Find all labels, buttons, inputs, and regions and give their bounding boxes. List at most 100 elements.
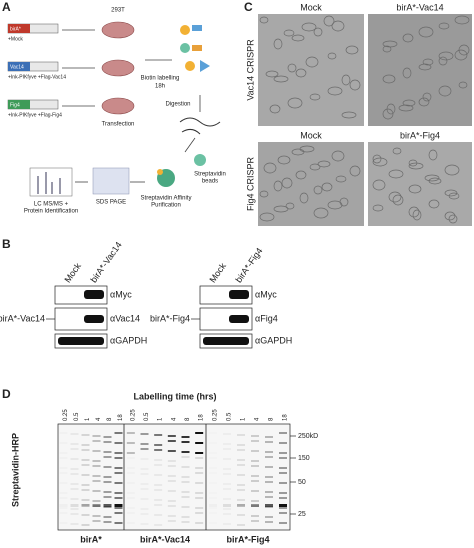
- band: [251, 465, 259, 467]
- band: [114, 472, 123, 474]
- cell-outline: [331, 20, 345, 32]
- construct-label: +Ink-PIKfyve +Flag-Vac14: [8, 74, 66, 80]
- antibody-label: αGAPDH: [110, 335, 147, 345]
- y-label: Streptavidin-HRP: [10, 433, 20, 507]
- band: [114, 442, 123, 444]
- band: [81, 499, 90, 501]
- band: [279, 492, 287, 494]
- step-label: Streptavidin Affinity: [141, 196, 192, 202]
- band: [195, 497, 204, 499]
- band: [140, 473, 149, 475]
- step-label: LC MS/MS +: [34, 202, 69, 208]
- band: [251, 520, 259, 522]
- band: [70, 473, 79, 475]
- cell-outline: [323, 15, 335, 27]
- band: [181, 481, 190, 483]
- band: [167, 520, 176, 522]
- step-label: beads: [202, 179, 218, 185]
- column-label: Mock: [300, 2, 322, 12]
- band: [223, 458, 231, 460]
- band: [279, 432, 287, 434]
- band: [103, 436, 112, 438]
- cell-outline: [386, 103, 396, 115]
- lane-label: Mock: [207, 261, 228, 285]
- construct-tag-box: [8, 24, 30, 33]
- band: [140, 513, 149, 515]
- cell-outline: [418, 97, 430, 107]
- cell-outline: [291, 148, 305, 156]
- band-label: birA*-Fig4: [150, 313, 190, 323]
- band: [209, 512, 217, 514]
- band: [237, 499, 245, 501]
- band: [209, 467, 217, 469]
- band: [251, 475, 259, 477]
- band: [70, 488, 79, 490]
- band: [237, 464, 245, 466]
- band: [154, 514, 163, 516]
- band: [92, 504, 101, 507]
- band: [237, 489, 245, 491]
- band: [195, 467, 204, 469]
- band: [114, 492, 123, 494]
- band: [140, 488, 149, 490]
- cell-outline: [438, 51, 454, 61]
- cell-outline: [349, 79, 361, 91]
- cell-outline: [287, 63, 297, 73]
- band: [140, 458, 149, 460]
- band: [251, 460, 259, 462]
- band: [167, 435, 176, 437]
- cell-outline: [259, 190, 269, 198]
- band: [209, 452, 217, 454]
- antibody-label: αVac14: [110, 313, 140, 323]
- band: [60, 467, 68, 469]
- cell-outline: [287, 97, 303, 109]
- time-label: 0.5: [74, 412, 80, 421]
- cell-outline: [454, 15, 470, 25]
- band: [209, 457, 217, 459]
- band: [114, 507, 123, 509]
- band: [140, 483, 149, 485]
- step-label: Digestion: [165, 102, 190, 108]
- panel-letter: B: [2, 237, 11, 251]
- band: [279, 497, 287, 499]
- band: [237, 504, 245, 506]
- micrograph-texture: [259, 15, 470, 224]
- band: [167, 480, 176, 482]
- band: [167, 490, 176, 492]
- band: [181, 496, 190, 498]
- cell-outline: [392, 147, 402, 155]
- band: [265, 521, 273, 523]
- band: [167, 505, 176, 507]
- band: [279, 522, 287, 524]
- panel-letter: A: [2, 0, 11, 14]
- marker-label: 50: [298, 479, 306, 486]
- cell-outline: [402, 33, 414, 43]
- band: [81, 484, 90, 486]
- cell-outline: [428, 149, 438, 161]
- cell-outline: [295, 170, 307, 180]
- band: [81, 434, 90, 436]
- band-label: birA*-Vac14: [0, 313, 45, 323]
- band: [223, 443, 231, 445]
- cell-outline: [341, 111, 357, 119]
- band: [154, 484, 163, 486]
- panel-letter: C: [244, 0, 253, 14]
- band: [265, 466, 273, 468]
- panel-letter: D: [2, 387, 11, 401]
- cell-outline: [438, 85, 452, 97]
- band: [70, 433, 79, 435]
- band: [223, 448, 231, 450]
- band: [103, 456, 112, 458]
- streptavidin-bands: [60, 432, 287, 526]
- band: [60, 522, 68, 524]
- cell-outline: [382, 74, 396, 84]
- band: [265, 504, 273, 507]
- cell-outline: [285, 202, 295, 210]
- step-label: Protein Identification: [24, 209, 78, 215]
- band: [92, 450, 101, 452]
- cell-line: 293T: [111, 8, 125, 14]
- band: [81, 449, 90, 451]
- band: [279, 452, 287, 454]
- cell-outline: [273, 180, 283, 192]
- band: [127, 492, 135, 494]
